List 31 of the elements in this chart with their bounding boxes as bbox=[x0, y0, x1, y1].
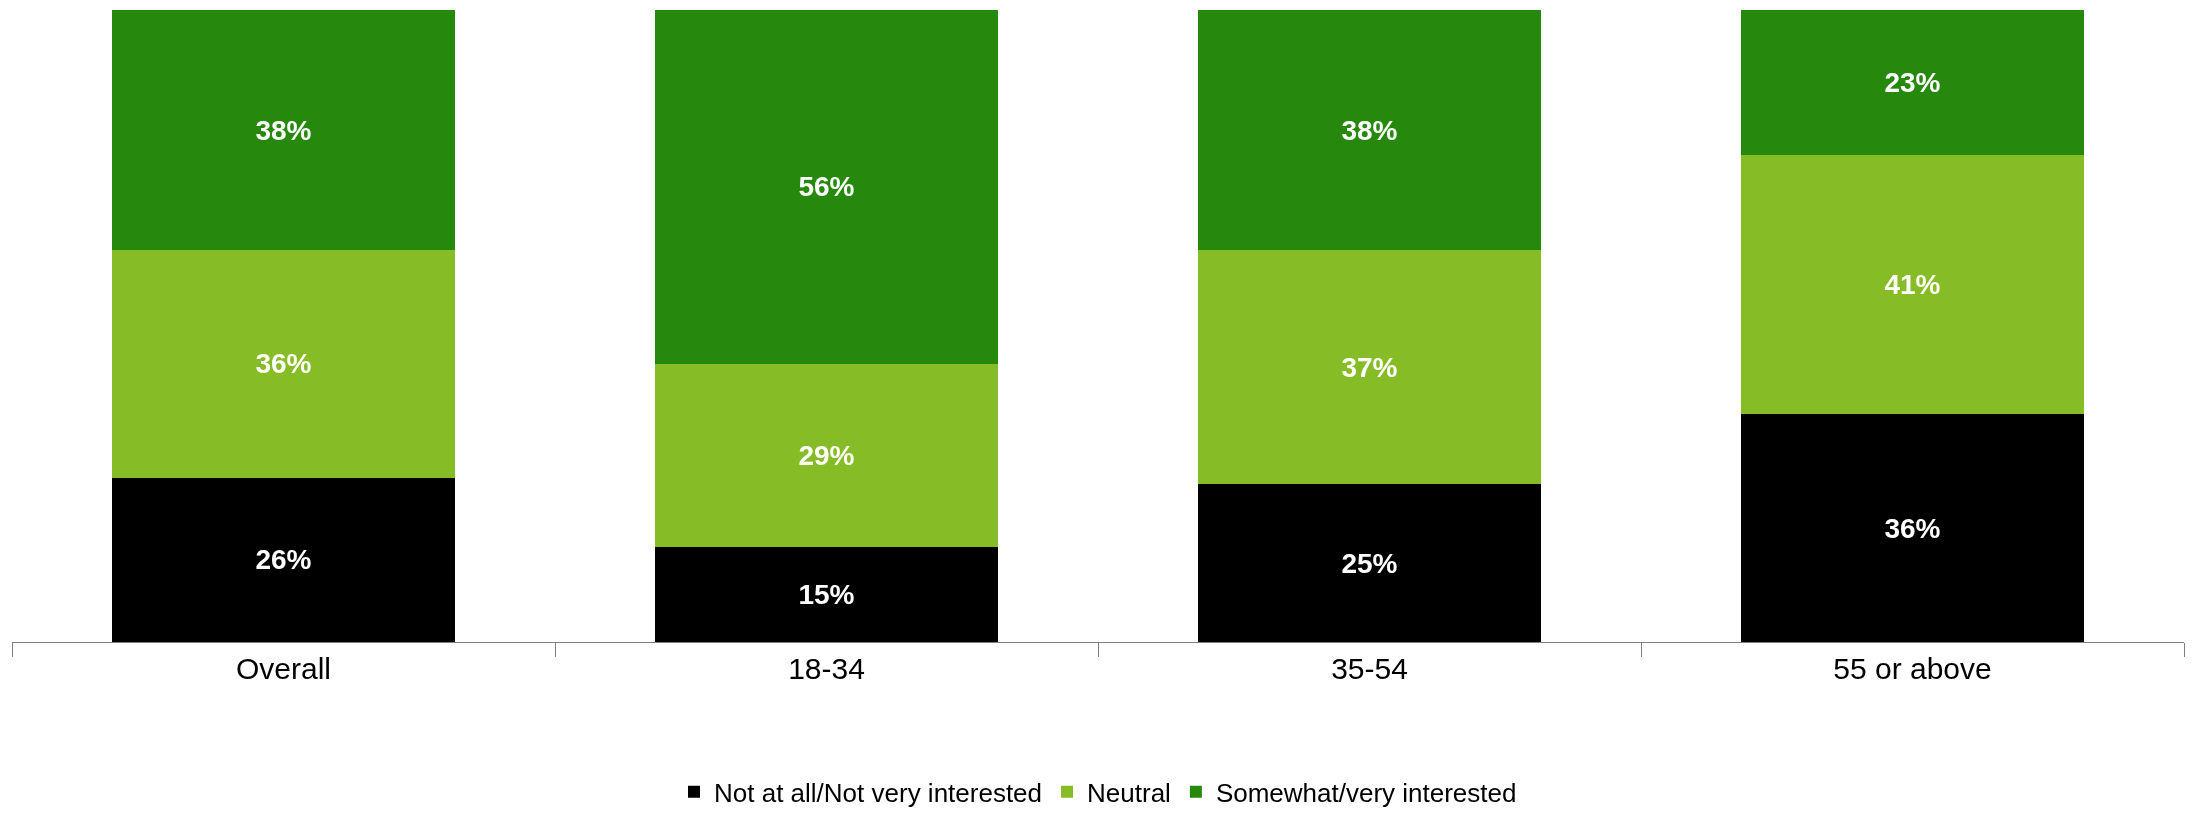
bar bbox=[655, 547, 998, 642]
bar bbox=[1198, 484, 1541, 642]
bar bbox=[1198, 250, 1541, 484]
bar bbox=[1741, 10, 2084, 156]
bar bbox=[1741, 414, 2084, 642]
data-label: 25% bbox=[1341, 547, 1398, 579]
data-label: 56% bbox=[798, 171, 855, 203]
data-label: 36% bbox=[255, 348, 312, 380]
bar bbox=[655, 10, 998, 364]
data-label: 23% bbox=[1884, 67, 1941, 99]
legend-label: Neutral bbox=[1087, 777, 1171, 808]
data-label: 29% bbox=[798, 440, 855, 472]
bar bbox=[655, 363, 998, 548]
legend-label: Not at all/Not very interested bbox=[714, 777, 1043, 808]
bar bbox=[1198, 10, 1541, 251]
bar bbox=[112, 477, 455, 642]
bar bbox=[112, 250, 455, 478]
data-label: 41% bbox=[1884, 269, 1941, 301]
x-tick-label: 18-34 bbox=[788, 652, 865, 685]
bar bbox=[112, 10, 455, 251]
x-tick-label: 35-54 bbox=[1331, 652, 1408, 685]
x-tick-label: 55 or above bbox=[1833, 652, 1992, 685]
data-label: 36% bbox=[1884, 512, 1941, 544]
data-label: 38% bbox=[1341, 114, 1398, 146]
data-label: 26% bbox=[255, 544, 312, 576]
bar bbox=[1741, 155, 2084, 415]
data-label: 38% bbox=[255, 114, 312, 146]
legend-label: Somewhat/very interested bbox=[1215, 777, 1517, 808]
data-label: 15% bbox=[798, 579, 855, 611]
x-tick-label: Overall bbox=[235, 652, 332, 685]
data-label: 37% bbox=[1341, 351, 1398, 383]
